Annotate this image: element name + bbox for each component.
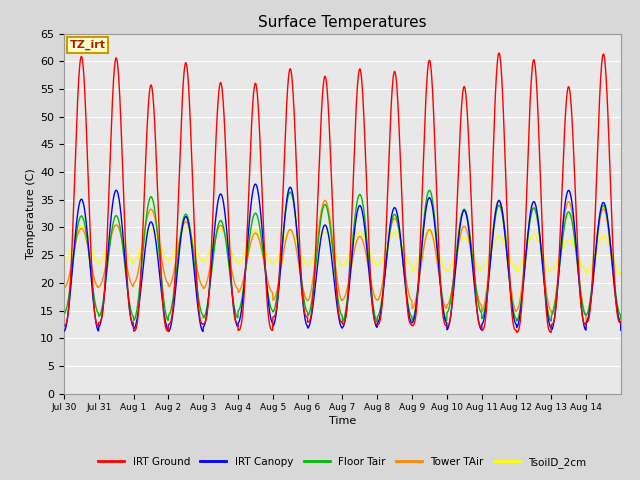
Text: TZ_irt: TZ_irt	[70, 40, 106, 50]
Title: Surface Temperatures: Surface Temperatures	[258, 15, 427, 30]
X-axis label: Time: Time	[329, 417, 356, 427]
Legend: IRT Ground, IRT Canopy, Floor Tair, Tower TAir, TsoilD_2cm: IRT Ground, IRT Canopy, Floor Tair, Towe…	[94, 453, 591, 472]
Y-axis label: Temperature (C): Temperature (C)	[26, 168, 36, 259]
